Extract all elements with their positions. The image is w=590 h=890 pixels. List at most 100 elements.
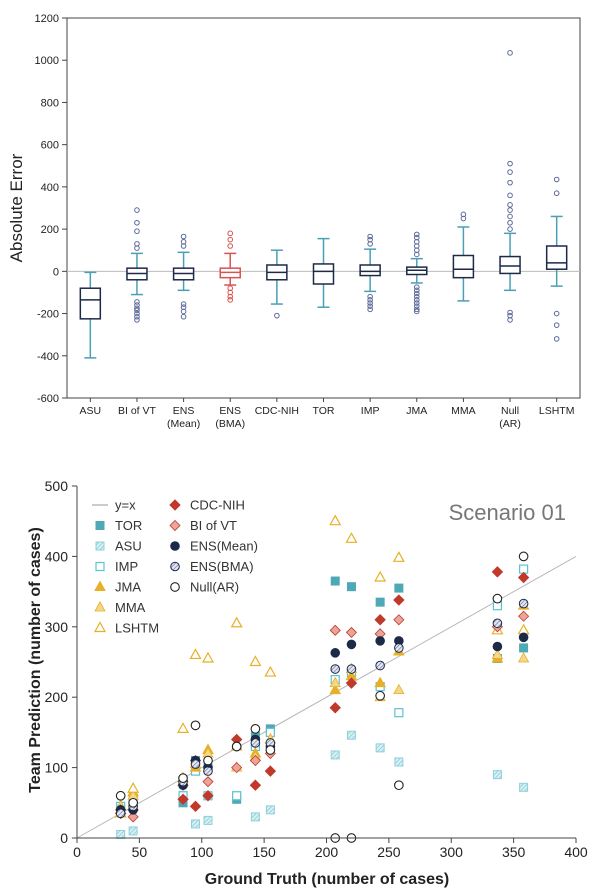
point-lshtm [127, 781, 140, 793]
x-tick-label: ASU [80, 405, 102, 417]
outlier-point [180, 233, 187, 240]
scenario-annotation: Scenario 01 [449, 500, 566, 525]
x-tick-label: LSHTM [539, 405, 575, 417]
outlier-point [507, 219, 513, 226]
outlier-point [180, 308, 187, 315]
legend-label-cdc-nih: CDC-NIH [190, 498, 245, 513]
x-tick-label: (BMA) [215, 418, 245, 430]
outlier-point [413, 306, 420, 313]
outlier-point [507, 179, 513, 186]
point-ens-mean- [375, 636, 385, 646]
outlier-point [413, 284, 420, 290]
y-tick-label: 1000 [35, 55, 59, 67]
point-cdc-nih [202, 790, 214, 802]
scatter-axes: 0 50 100 150 200 250 300 350 400 0 100 200 300 400 500 [45, 478, 588, 860]
point-null-ar- [231, 741, 242, 752]
point-asu [519, 782, 529, 792]
outlier-point [134, 207, 140, 213]
point-null-ar- [250, 724, 261, 734]
point-bi-of-vt [518, 610, 530, 622]
point-asu [265, 805, 275, 815]
point-null-ar- [265, 745, 276, 755]
outlier-point [553, 190, 560, 197]
outlier-point [367, 300, 373, 306]
legend-label-tor: TOR [115, 518, 142, 533]
point-ens-bma- [375, 660, 385, 671]
point-asu [492, 770, 502, 780]
point-lshtm [177, 722, 190, 733]
point-bi-of-vt [329, 624, 341, 636]
outlier-point [367, 303, 373, 309]
point-mma [393, 683, 405, 695]
series-cdc-nih [114, 566, 530, 820]
outlier-point [413, 308, 420, 315]
outlier-point [134, 299, 140, 305]
legend-marker-asu [95, 541, 105, 551]
point-asu [394, 757, 404, 767]
legend-label-ens-bma-: ENS(BMA) [190, 559, 254, 574]
box-iqr [499, 255, 521, 275]
outlier-point [367, 306, 373, 313]
outlier-point [553, 336, 560, 342]
point-null-ar- [178, 773, 188, 784]
legend-label-asu: ASU [115, 539, 142, 554]
point-null-ar- [518, 551, 529, 562]
legend-label-y-x: y=x [115, 498, 136, 513]
legend-label-ens-mean-: ENS(Mean) [190, 539, 258, 554]
point-ens-mean- [330, 648, 341, 658]
box-iqr [452, 254, 475, 279]
point-ens-bma- [518, 598, 529, 609]
point-bi-of-vt [249, 754, 261, 767]
y-tick-label: -400 [37, 351, 59, 363]
scatter-panel: 0 50 100 150 200 250 300 350 400 0 100 200 300 400 500… [27, 478, 588, 888]
point-asu [203, 815, 213, 825]
point-mma [517, 652, 530, 663]
point-lshtm [230, 616, 243, 628]
legend-marker-cdc-nih [169, 499, 181, 511]
point-asu [330, 750, 340, 760]
x-tick-label: IMP [361, 405, 380, 417]
outlier-point [180, 313, 187, 320]
series-mma [114, 648, 530, 811]
outlier-point [367, 293, 373, 300]
outlier-point [134, 305, 140, 312]
point-cdc-nih [491, 566, 504, 578]
outlier-point [413, 287, 420, 294]
x-tick-label: 400 [564, 844, 588, 860]
x-tick-label: (Mean) [167, 418, 200, 430]
series-ens-mean- [115, 632, 529, 815]
box-mma [452, 211, 475, 302]
y-tick-label: 400 [41, 182, 59, 194]
outlier-point [460, 211, 467, 218]
point-cdc-nih [345, 677, 358, 689]
y-tick-label: 200 [41, 224, 59, 236]
x-tick-label: 150 [252, 844, 276, 860]
point-cdc-nih [189, 800, 202, 813]
legend-label-lshtm: LSHTM [115, 621, 159, 636]
outlier-point [553, 176, 560, 183]
point-asu [250, 812, 260, 822]
series-imp [116, 564, 529, 811]
box-asu [79, 271, 102, 359]
point-asu [116, 829, 126, 839]
box-iqr [312, 263, 335, 285]
legend-marker-bi-of-vt [169, 519, 181, 532]
y-tick-label: 1200 [35, 13, 59, 25]
legend-marker-ens-bma- [170, 561, 180, 572]
box-iqr [359, 264, 381, 277]
outlier-point [227, 243, 234, 249]
legend-marker-tor [95, 521, 105, 530]
y-tick-label: 500 [45, 478, 69, 494]
legend-marker-null-ar- [170, 582, 180, 592]
outlier-point [507, 50, 513, 56]
point-bi-of-vt [231, 762, 243, 774]
point-null-ar- [203, 755, 213, 766]
outlier-point [413, 234, 420, 241]
outlier-point [413, 231, 420, 238]
outlier-point [227, 297, 234, 303]
point-lshtm [189, 648, 202, 660]
y-tick-label: 0 [60, 830, 68, 846]
x-tick-label: 200 [315, 844, 339, 860]
x-axis: ASU BI of VT ENS(Mean)ENS(BMA)CDC-NIH TOR IM… [80, 398, 575, 430]
legend-label-imp: IMP [115, 559, 138, 574]
